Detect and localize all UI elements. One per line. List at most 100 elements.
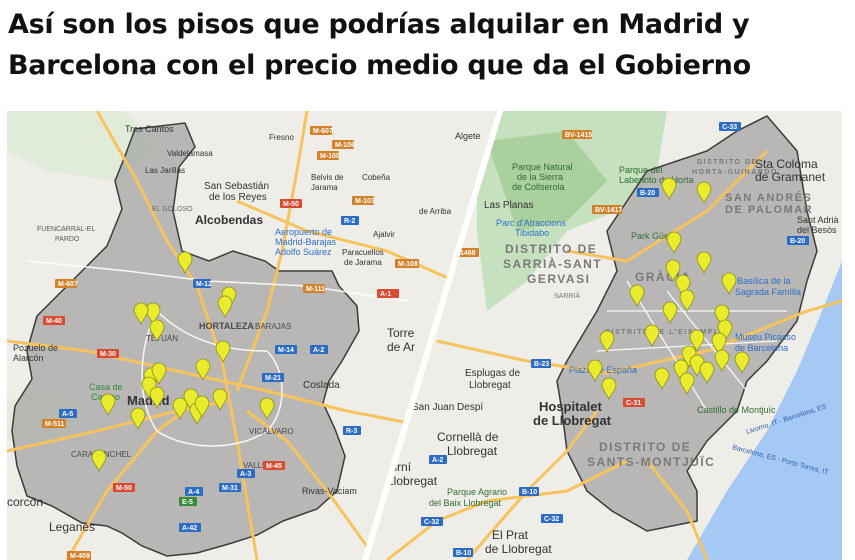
label-santa-coloma-2: de Gramanet xyxy=(755,170,826,184)
barcelona-pin-10 xyxy=(662,301,678,325)
svg-text:C-32: C-32 xyxy=(424,519,439,526)
madrid-pin-3 xyxy=(217,295,233,319)
barcelona-pin-11 xyxy=(644,324,660,348)
barcelona-pin-5 xyxy=(721,272,737,296)
barcelona-pin-23 xyxy=(587,359,603,383)
barcelona-pin-22 xyxy=(699,361,715,385)
label-collserola-2: de la Sierra xyxy=(517,172,563,182)
label-collserola-1: Parque Natural xyxy=(512,162,573,172)
svg-text:A-4: A-4 xyxy=(188,489,199,496)
label-pozuelo-1: Pozuelo de xyxy=(13,343,58,353)
label-ajalvir: Ajalvir xyxy=(373,230,395,239)
madrid-pin-20 xyxy=(100,393,116,417)
label-eixample: DISTRITO DE L'EIXAMPLE xyxy=(605,329,726,336)
label-cornella-1: Cornellà de xyxy=(437,430,499,444)
madrid-pin-5 xyxy=(133,302,149,326)
label-collserola-3: de Collserola xyxy=(512,182,565,192)
svg-text:E-5: E-5 xyxy=(182,499,193,506)
label-las-planas: Las Planas xyxy=(484,200,533,211)
madrid-pin-7 xyxy=(215,340,231,364)
madrid-road-shields: M-607 M-106 M-100 M-50 M-103 A-1 R-2 M-1… xyxy=(42,126,419,560)
barcelona-pin-9 xyxy=(679,289,695,313)
label-montjuic: Castillo de Montjuïc xyxy=(697,405,776,415)
label-aeropuerto-1: Aeropuerto de xyxy=(275,227,332,237)
label-esplugas-2: Llobregat xyxy=(469,380,511,391)
svg-text:M-21: M-21 xyxy=(265,375,281,382)
label-rivas: Rivas-Vaciam xyxy=(302,486,357,496)
madrid-pin-17 xyxy=(212,388,228,412)
label-santa-coloma-1: Sta Coloma xyxy=(755,157,818,171)
barcelona-pin-26 xyxy=(679,372,695,396)
barcelona-pin-24 xyxy=(601,377,617,401)
label-sarria-small: SARRIÀ xyxy=(554,291,580,300)
label-torrejon-1: Torre xyxy=(387,326,415,340)
sea xyxy=(687,261,842,560)
svg-text:M-409: M-409 xyxy=(70,553,90,560)
svg-text:BV-1415: BV-1415 xyxy=(565,132,592,139)
label-sarria-1: DISTRITO DE xyxy=(505,242,597,256)
label-paracuellos-1: Paracuellos xyxy=(342,248,384,257)
madrid-pin-14 xyxy=(172,397,188,421)
barcelona-pin-6 xyxy=(665,259,681,283)
barcelona-pin-1 xyxy=(661,177,677,201)
barcelona-overlay-region xyxy=(556,115,818,532)
barcelona-pin-8 xyxy=(629,284,645,308)
panel-divider xyxy=(362,111,503,560)
label-jarama: Jarama xyxy=(311,183,338,192)
svg-text:A-42: A-42 xyxy=(182,525,197,532)
svg-text:M-31: M-31 xyxy=(222,485,238,492)
label-san-andres-2: DE PALOMAR xyxy=(725,204,813,216)
svg-text:B-20: B-20 xyxy=(790,238,805,245)
madrid-pin-10 xyxy=(151,362,167,386)
label-sant-joan: San Juan Despí xyxy=(412,402,483,413)
svg-text:A-1: A-1 xyxy=(380,291,391,298)
label-picasso-2: de Barcelona xyxy=(735,343,788,353)
label-valdelamasa: Valdelamasa xyxy=(167,149,213,158)
svg-text:A-2: A-2 xyxy=(313,347,324,354)
svg-text:M-30: M-30 xyxy=(100,351,116,358)
label-tibidabo-2: Tibidabo xyxy=(515,228,549,238)
label-sant-adria-1: Sant Adrià xyxy=(797,215,839,225)
label-fresno: Fresno xyxy=(269,133,294,142)
barcelona-pin-13 xyxy=(714,304,730,328)
label-san-andres-1: SAN ANDRÉS xyxy=(725,191,812,204)
label-de-los-reyes: de los Reyes xyxy=(209,192,267,203)
label-hospitalet-2: de Llobregat xyxy=(533,413,612,428)
madrid-pin-12 xyxy=(149,386,165,410)
label-horta-district-1: DISTRITO DE xyxy=(697,159,758,166)
label-sagrada-2: Sagrada Família xyxy=(735,287,801,297)
label-horta-1: Parque del xyxy=(619,165,663,175)
label-agrario-2: del Baix Llobregat xyxy=(429,498,502,508)
label-algete: Algete xyxy=(455,131,481,141)
label-plaza-espana: Plaza de España xyxy=(569,365,637,375)
map-image: Tres Cantos Valdelamasa Las Jarillas EL … xyxy=(7,111,842,560)
svg-text:M-607: M-607 xyxy=(58,281,78,288)
label-alcobendas: Alcobendas xyxy=(195,213,263,227)
label-tibidabo-1: Parc d'Atraccions xyxy=(496,218,566,228)
label-sagrada-1: Basílica de la xyxy=(737,276,791,286)
barcelona-pin-25 xyxy=(654,367,670,391)
madrid-overlay-region xyxy=(11,122,360,557)
madrid-pin-8 xyxy=(195,358,211,382)
svg-text:B-10: B-10 xyxy=(522,489,537,496)
svg-text:M-108: M-108 xyxy=(398,261,418,268)
label-leganes: Leganés xyxy=(49,520,95,534)
svg-text:R-3: R-3 xyxy=(346,428,357,435)
label-casa-de: Casa de xyxy=(89,382,123,392)
label-el-goloso: EL GOLOSO xyxy=(152,206,193,213)
svg-text:C-33: C-33 xyxy=(722,124,737,131)
label-paracuellos-2: de Jarama xyxy=(344,258,382,267)
barcelona-pin-2 xyxy=(696,181,712,205)
barcelona-pin-19 xyxy=(734,351,750,375)
svg-text:C-31: C-31 xyxy=(626,400,641,407)
label-sants-2: SANTS-MONTJUÏC xyxy=(587,454,715,469)
svg-text:C-32: C-32 xyxy=(544,516,559,523)
svg-text:M-607: M-607 xyxy=(313,128,333,135)
label-fuencarral: FUENCARRAL-EL xyxy=(37,226,95,233)
barcelona-pin-16 xyxy=(689,329,705,353)
label-aeropuerto-3: Adolfo Suárez xyxy=(275,247,332,257)
svg-text:1468: 1468 xyxy=(460,250,476,257)
label-tres-cantos: Tres Cantos xyxy=(125,124,174,134)
madrid-pins xyxy=(91,251,275,473)
label-aeropuerto-2: Madrid-Barajas xyxy=(275,237,337,247)
